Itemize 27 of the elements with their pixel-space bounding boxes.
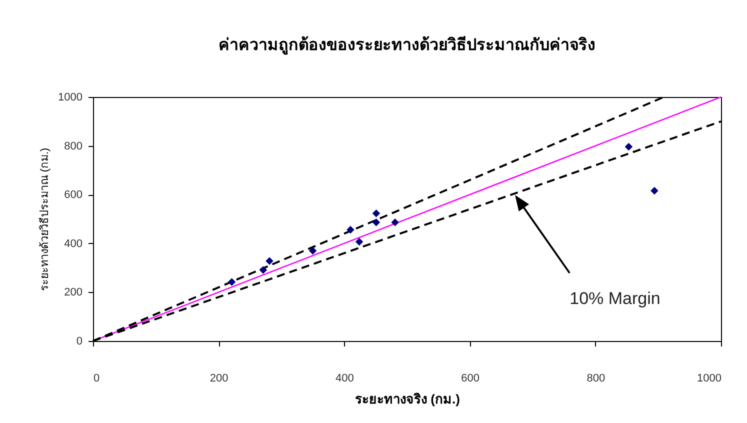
y-tick-label: 1000 bbox=[58, 92, 82, 104]
point bbox=[650, 186, 658, 195]
x-tick-label: 400 bbox=[336, 372, 354, 384]
y-tick-label: 800 bbox=[64, 140, 82, 152]
chart-title: ค่าความถูกต้องของระยะทางด้วยวิธีประมาณกับค่าจริง bbox=[218, 35, 596, 56]
x-axis-title: ระยะทางจริง (กม.) bbox=[355, 392, 460, 406]
y-axis-title: ระยะทางด้วยวิธีประมาณ (กม.) bbox=[38, 148, 52, 292]
point bbox=[355, 238, 364, 246]
x-tick-label: 200 bbox=[210, 372, 228, 384]
y-tick-label: 600 bbox=[64, 189, 82, 202]
point bbox=[266, 257, 274, 265]
point bbox=[259, 266, 268, 274]
y-tick-label: 0 bbox=[76, 336, 82, 348]
point bbox=[391, 218, 399, 226]
y-tick-label: 400 bbox=[64, 238, 82, 250]
point bbox=[228, 278, 236, 286]
point bbox=[308, 246, 317, 255]
annotation: 10% Margin bbox=[570, 289, 660, 308]
x-tick-label: 600 bbox=[461, 372, 480, 384]
y-tick-label: 200 bbox=[64, 286, 82, 299]
point bbox=[346, 226, 354, 234]
point bbox=[372, 218, 380, 226]
x-tick-label: 1000 bbox=[697, 372, 722, 384]
x-tick-label: 0 bbox=[94, 372, 100, 384]
point bbox=[372, 210, 380, 218]
x-tick-label: 800 bbox=[586, 372, 606, 384]
point bbox=[624, 142, 633, 151]
